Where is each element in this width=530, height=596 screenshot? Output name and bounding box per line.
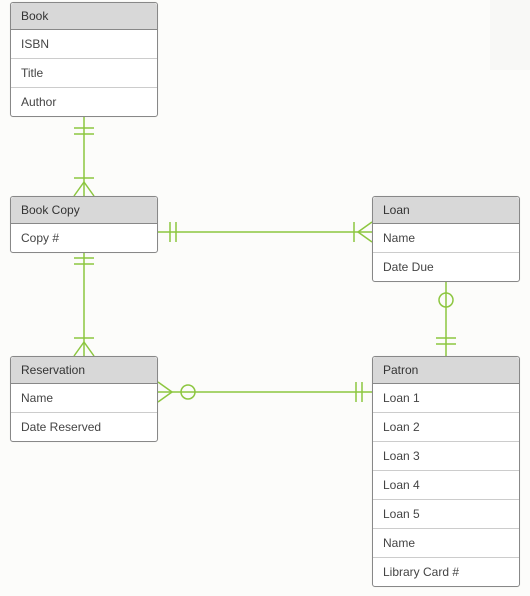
entity-header: Patron [373, 357, 519, 384]
entity-attr: Copy # [11, 224, 157, 252]
entity-patron[interactable]: Patron Loan 1 Loan 2 Loan 3 Loan 4 Loan … [372, 356, 520, 587]
entity-header: Book [11, 3, 157, 30]
entity-book-copy[interactable]: Book Copy Copy # [10, 196, 158, 253]
entity-attr: Loan 3 [373, 442, 519, 471]
entity-header: Book Copy [11, 197, 157, 224]
entity-attr: Title [11, 59, 157, 88]
entity-attr: Name [373, 529, 519, 558]
entity-attr: Loan 2 [373, 413, 519, 442]
entity-attr: Loan 4 [373, 471, 519, 500]
entity-attr: Name [11, 384, 157, 413]
entity-attr: Library Card # [373, 558, 519, 586]
entity-attr: Loan 1 [373, 384, 519, 413]
entity-header: Reservation [11, 357, 157, 384]
entity-book[interactable]: Book ISBN Title Author [10, 2, 158, 117]
entity-reservation[interactable]: Reservation Name Date Reserved [10, 356, 158, 442]
entity-attr: ISBN [11, 30, 157, 59]
entity-attr: Name [373, 224, 519, 253]
entity-attr: Date Due [373, 253, 519, 281]
entity-loan[interactable]: Loan Name Date Due [372, 196, 520, 282]
entity-attr: Date Reserved [11, 413, 157, 441]
entity-attr: Author [11, 88, 157, 116]
corner-decoration [490, 0, 530, 70]
entity-header: Loan [373, 197, 519, 224]
entity-attr: Loan 5 [373, 500, 519, 529]
